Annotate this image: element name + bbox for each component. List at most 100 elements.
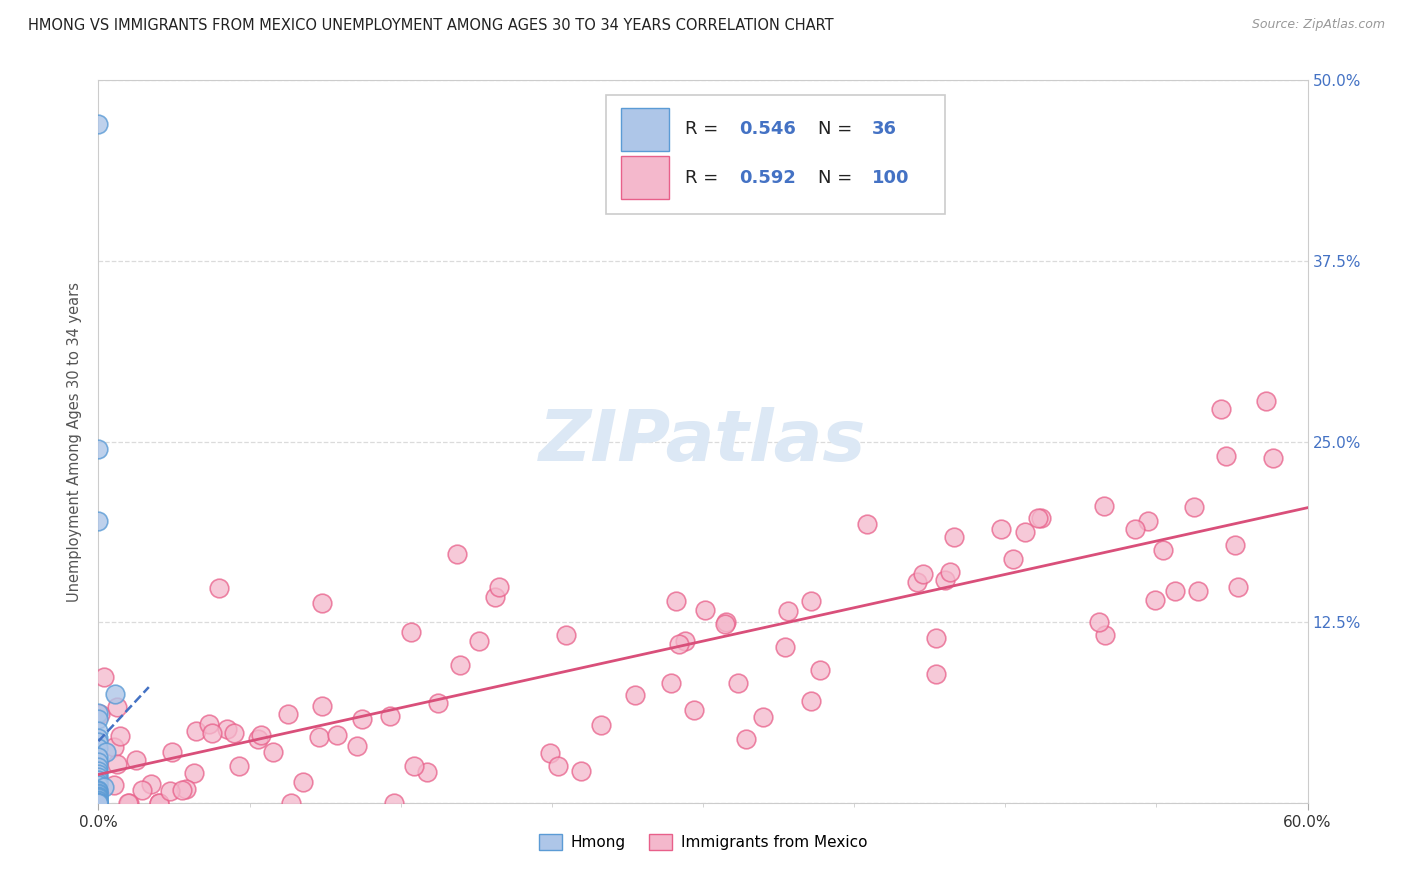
Text: R =: R = — [685, 169, 724, 186]
Point — [468, 633, 491, 648]
Point — [1209, 402, 1232, 417]
Point — [714, 616, 737, 631]
Y-axis label: Unemployment Among Ages 30 to 34 years: Unemployment Among Ages 30 to 34 years — [67, 282, 83, 601]
Legend: Hmong, Immigrants from Mexico: Hmong, Immigrants from Mexico — [533, 829, 873, 856]
Point — [174, 781, 197, 796]
Point — [1215, 449, 1237, 463]
Point — [183, 765, 205, 780]
Point — [125, 753, 148, 767]
Point — [160, 745, 183, 759]
Point — [87, 794, 110, 808]
Text: R =: R = — [685, 120, 724, 138]
Point — [172, 783, 194, 797]
Point — [734, 732, 756, 747]
Point — [714, 615, 737, 629]
Point — [1088, 615, 1111, 629]
Point — [117, 796, 139, 810]
Point — [87, 796, 110, 810]
Point — [87, 789, 110, 803]
Point — [776, 604, 799, 618]
Text: 0.546: 0.546 — [740, 120, 796, 138]
Point — [105, 756, 128, 771]
Point — [87, 442, 110, 456]
Point — [87, 756, 110, 770]
Point — [159, 784, 181, 798]
Point — [87, 790, 110, 805]
Point — [1014, 524, 1036, 539]
Point — [87, 779, 110, 793]
Point — [1187, 583, 1209, 598]
Point — [589, 718, 612, 732]
Point — [1031, 510, 1053, 524]
Point — [87, 731, 110, 745]
Point — [87, 793, 110, 807]
Point — [87, 735, 110, 749]
Point — [665, 594, 688, 608]
Point — [96, 745, 118, 759]
Text: Source: ZipAtlas.com: Source: ZipAtlas.com — [1251, 18, 1385, 31]
Point — [87, 764, 110, 778]
Point — [103, 740, 125, 755]
Point — [326, 728, 349, 742]
Point — [87, 770, 110, 784]
FancyBboxPatch shape — [621, 156, 669, 200]
Point — [247, 732, 270, 747]
Point — [308, 730, 330, 744]
Point — [925, 631, 948, 645]
Point — [208, 581, 231, 595]
Point — [426, 696, 449, 710]
Point — [800, 694, 823, 708]
Point — [773, 640, 796, 654]
Point — [280, 796, 302, 810]
Point — [488, 580, 510, 594]
Point — [148, 796, 170, 810]
Point — [87, 712, 110, 726]
Text: N =: N = — [818, 120, 858, 138]
Point — [89, 706, 111, 721]
Point — [87, 723, 110, 738]
Point — [87, 782, 110, 797]
FancyBboxPatch shape — [606, 95, 945, 214]
Point — [87, 796, 110, 810]
Point — [925, 667, 948, 681]
Text: ZIPatlas: ZIPatlas — [540, 407, 866, 476]
FancyBboxPatch shape — [621, 108, 669, 151]
Point — [93, 780, 115, 794]
Point — [87, 514, 110, 528]
Point — [228, 759, 250, 773]
Point — [693, 602, 716, 616]
Point — [87, 706, 110, 721]
Text: 0.592: 0.592 — [740, 169, 796, 186]
Point — [1225, 538, 1247, 552]
Point — [624, 688, 647, 702]
Point — [1123, 522, 1146, 536]
Point — [942, 530, 965, 544]
Point — [380, 709, 402, 723]
Point — [990, 522, 1012, 536]
Point — [484, 591, 506, 605]
Point — [905, 574, 928, 589]
Point — [197, 717, 219, 731]
Point — [571, 764, 593, 778]
Point — [800, 594, 823, 608]
Point — [108, 729, 131, 743]
Point — [382, 796, 405, 810]
Point — [311, 699, 333, 714]
Point — [1001, 552, 1024, 566]
Point — [87, 786, 110, 800]
Point — [856, 516, 879, 531]
Point — [87, 749, 110, 764]
Point — [87, 784, 110, 798]
Point — [752, 710, 775, 724]
Point — [659, 676, 682, 690]
Point — [673, 634, 696, 648]
Point — [1256, 394, 1278, 409]
Point — [416, 765, 439, 780]
Point — [311, 596, 333, 610]
Point — [186, 724, 208, 739]
Point — [555, 628, 578, 642]
Point — [682, 703, 704, 717]
Point — [87, 787, 110, 801]
Point — [141, 777, 163, 791]
Point — [1263, 451, 1285, 466]
